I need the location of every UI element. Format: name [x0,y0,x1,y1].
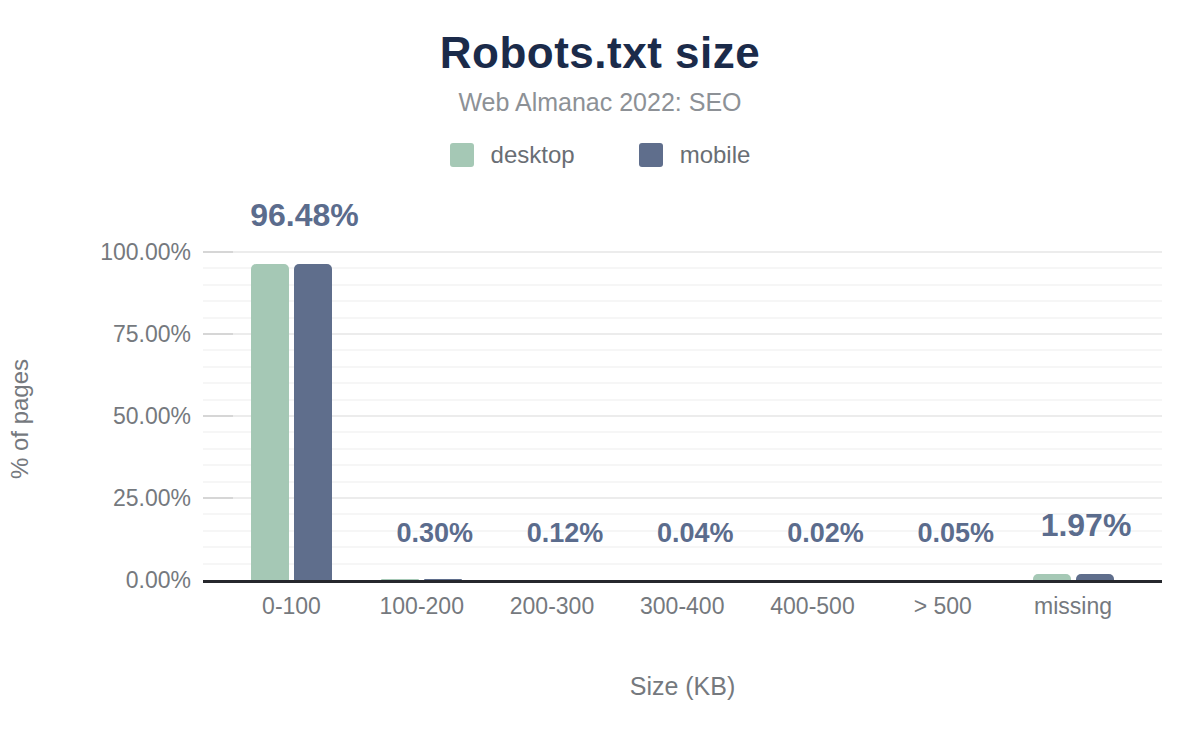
legend-label-desktop: desktop [491,141,575,169]
data-label-400-500: 0.02% [787,518,864,549]
minor-gridline [203,431,1162,433]
y-axis-tick [203,333,233,335]
major-gridline [203,415,1162,417]
minor-gridline [203,349,1162,351]
minor-gridline [203,300,1162,302]
y-tick-label: 0.00% [30,567,191,593]
legend-label-mobile: mobile [680,141,751,169]
minor-gridline [203,464,1162,466]
data-label-missing: 1.97% [1041,507,1132,544]
legend-swatch-mobile [639,143,663,167]
minor-gridline [203,481,1162,483]
legend-item-mobile: mobile [639,141,751,169]
y-tick-label: 100.00% [30,239,191,265]
data-label-0-100: 96.48% [250,197,359,234]
bar-mobile-0-100 [294,264,332,580]
major-gridline [203,251,1162,253]
x-axis-title: Size (KB) [203,672,1162,701]
plot-area: 96.48%0.30%0.12%0.04%0.02%0.05%1.97% [203,252,1162,580]
minor-gridline [203,366,1162,368]
legend: desktop mobile [0,140,1200,170]
bar-desktop-0-100 [251,264,289,580]
x-tick-label: 0-100 [262,593,321,620]
y-axis-tick [203,415,233,417]
legend-item-desktop: desktop [450,141,575,169]
data-label-100-200: 0.30% [396,518,473,549]
x-tick-label: > 500 [914,593,972,620]
y-tick-label: 50.00% [30,403,191,429]
chart-title: Robots.txt size [0,28,1200,78]
legend-swatch-desktop [450,143,474,167]
minor-gridline [203,563,1162,565]
minor-gridline [203,513,1162,515]
data-label-300-400: 0.04% [657,518,734,549]
minor-gridline [203,382,1162,384]
y-tick-label: 75.00% [30,321,191,347]
x-tick-label: 300-400 [640,593,724,620]
x-tick-label: 400-500 [770,593,854,620]
minor-gridline [203,448,1162,450]
y-tick-label: 25.00% [30,485,191,511]
major-gridline [203,333,1162,335]
chart-subtitle: Web Almanac 2022: SEO [0,88,1200,117]
x-tick-label: missing [1034,593,1112,620]
data-label--500: 0.05% [917,518,994,549]
x-tick-label: 100-200 [380,593,464,620]
x-axis-line [203,580,1162,583]
minor-gridline [203,317,1162,319]
minor-gridline [203,267,1162,269]
minor-gridline [203,399,1162,401]
y-axis-tick [203,251,233,253]
x-tick-label: 200-300 [510,593,594,620]
chart-container: Robots.txt size Web Almanac 2022: SEO de… [0,0,1200,742]
minor-gridline [203,284,1162,286]
data-label-200-300: 0.12% [527,518,604,549]
major-gridline [203,497,1162,499]
y-axis-tick [203,497,233,499]
